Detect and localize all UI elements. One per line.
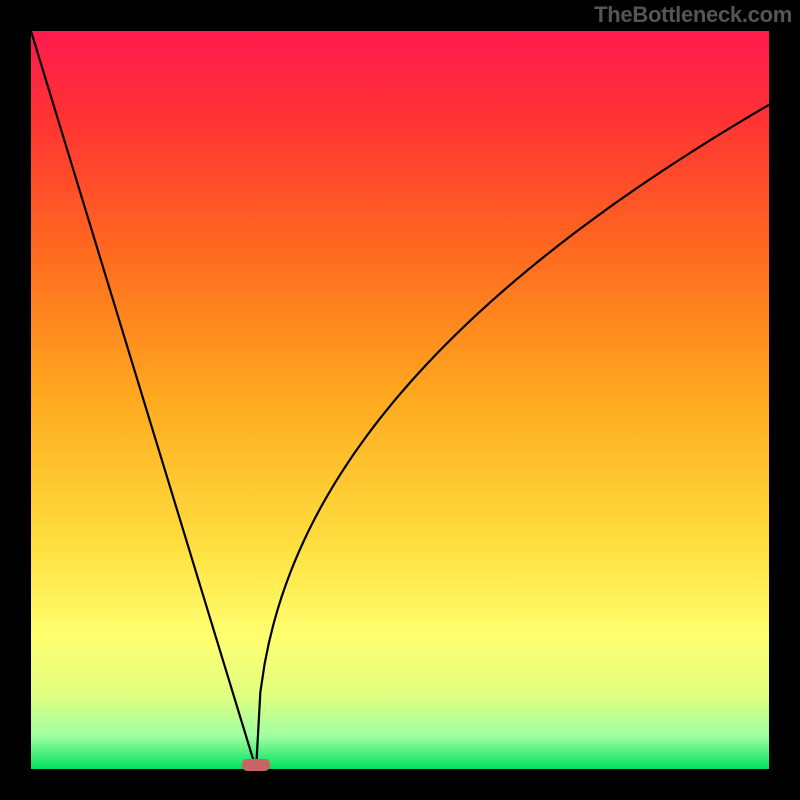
chart-plot-area (31, 31, 769, 769)
chart-curve-layer (31, 31, 769, 769)
watermark-text: TheBottleneck.com (594, 2, 792, 28)
optimum-marker (242, 759, 270, 771)
bottleneck-curve (31, 31, 769, 769)
